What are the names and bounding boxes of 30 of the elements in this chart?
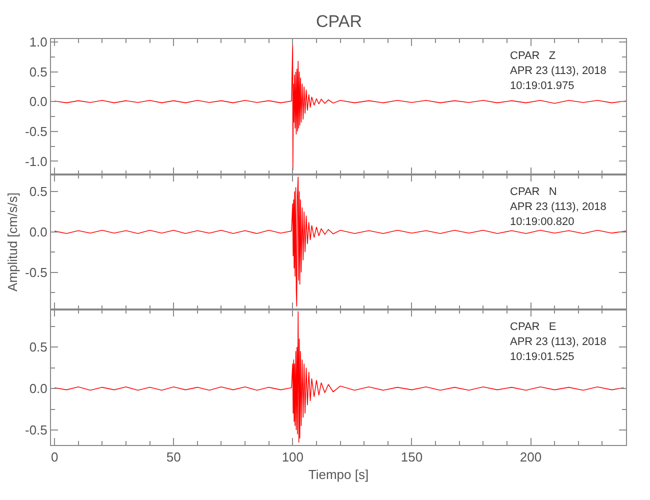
annotation: CPAR Z	[510, 50, 556, 62]
annotation: 10:19:00.820	[510, 216, 574, 228]
annotation: 10:19:01.525	[510, 351, 574, 363]
annotation: 10:19:01.975	[510, 80, 574, 92]
y-tick-label: 0.5	[29, 340, 48, 355]
y-tick-label: -0.5	[24, 422, 48, 438]
x-axis-title: Tiempo [s]	[308, 467, 369, 482]
x-tick-label: 200	[520, 450, 542, 465]
y-tick-label: -1.0	[24, 154, 48, 169]
annotation: APR 23 (113), 2018	[510, 65, 606, 77]
annotation: CPAR N	[510, 186, 557, 198]
y-axis-title: Amplitud [cm/s/s]	[4, 192, 20, 292]
annotation: APR 23 (113), 2018	[510, 201, 606, 213]
x-tick-label: 0	[50, 450, 58, 465]
y-tick-label: 1.0	[29, 34, 48, 50]
line-series	[54, 176, 626, 307]
y-tick-label: 0.5	[29, 184, 48, 199]
x-tick-label: 100	[282, 450, 304, 465]
y-tick-label: 0.0	[29, 224, 48, 240]
x-tick-label: 50	[166, 450, 181, 465]
y-tick-label: -0.5	[24, 264, 48, 280]
y-tick-label: 0.0	[29, 381, 48, 396]
y-tick-label: 0.0	[29, 94, 48, 110]
chart-title: CPAR	[316, 12, 362, 31]
y-tick-label: -0.5	[24, 124, 48, 139]
annotation: APR 23 (113), 2018	[510, 336, 606, 348]
x-tick-label: 150	[400, 450, 423, 465]
annotation: CPAR E	[510, 321, 556, 333]
y-tick-label: 0.5	[29, 64, 48, 80]
line-series	[54, 310, 624, 443]
